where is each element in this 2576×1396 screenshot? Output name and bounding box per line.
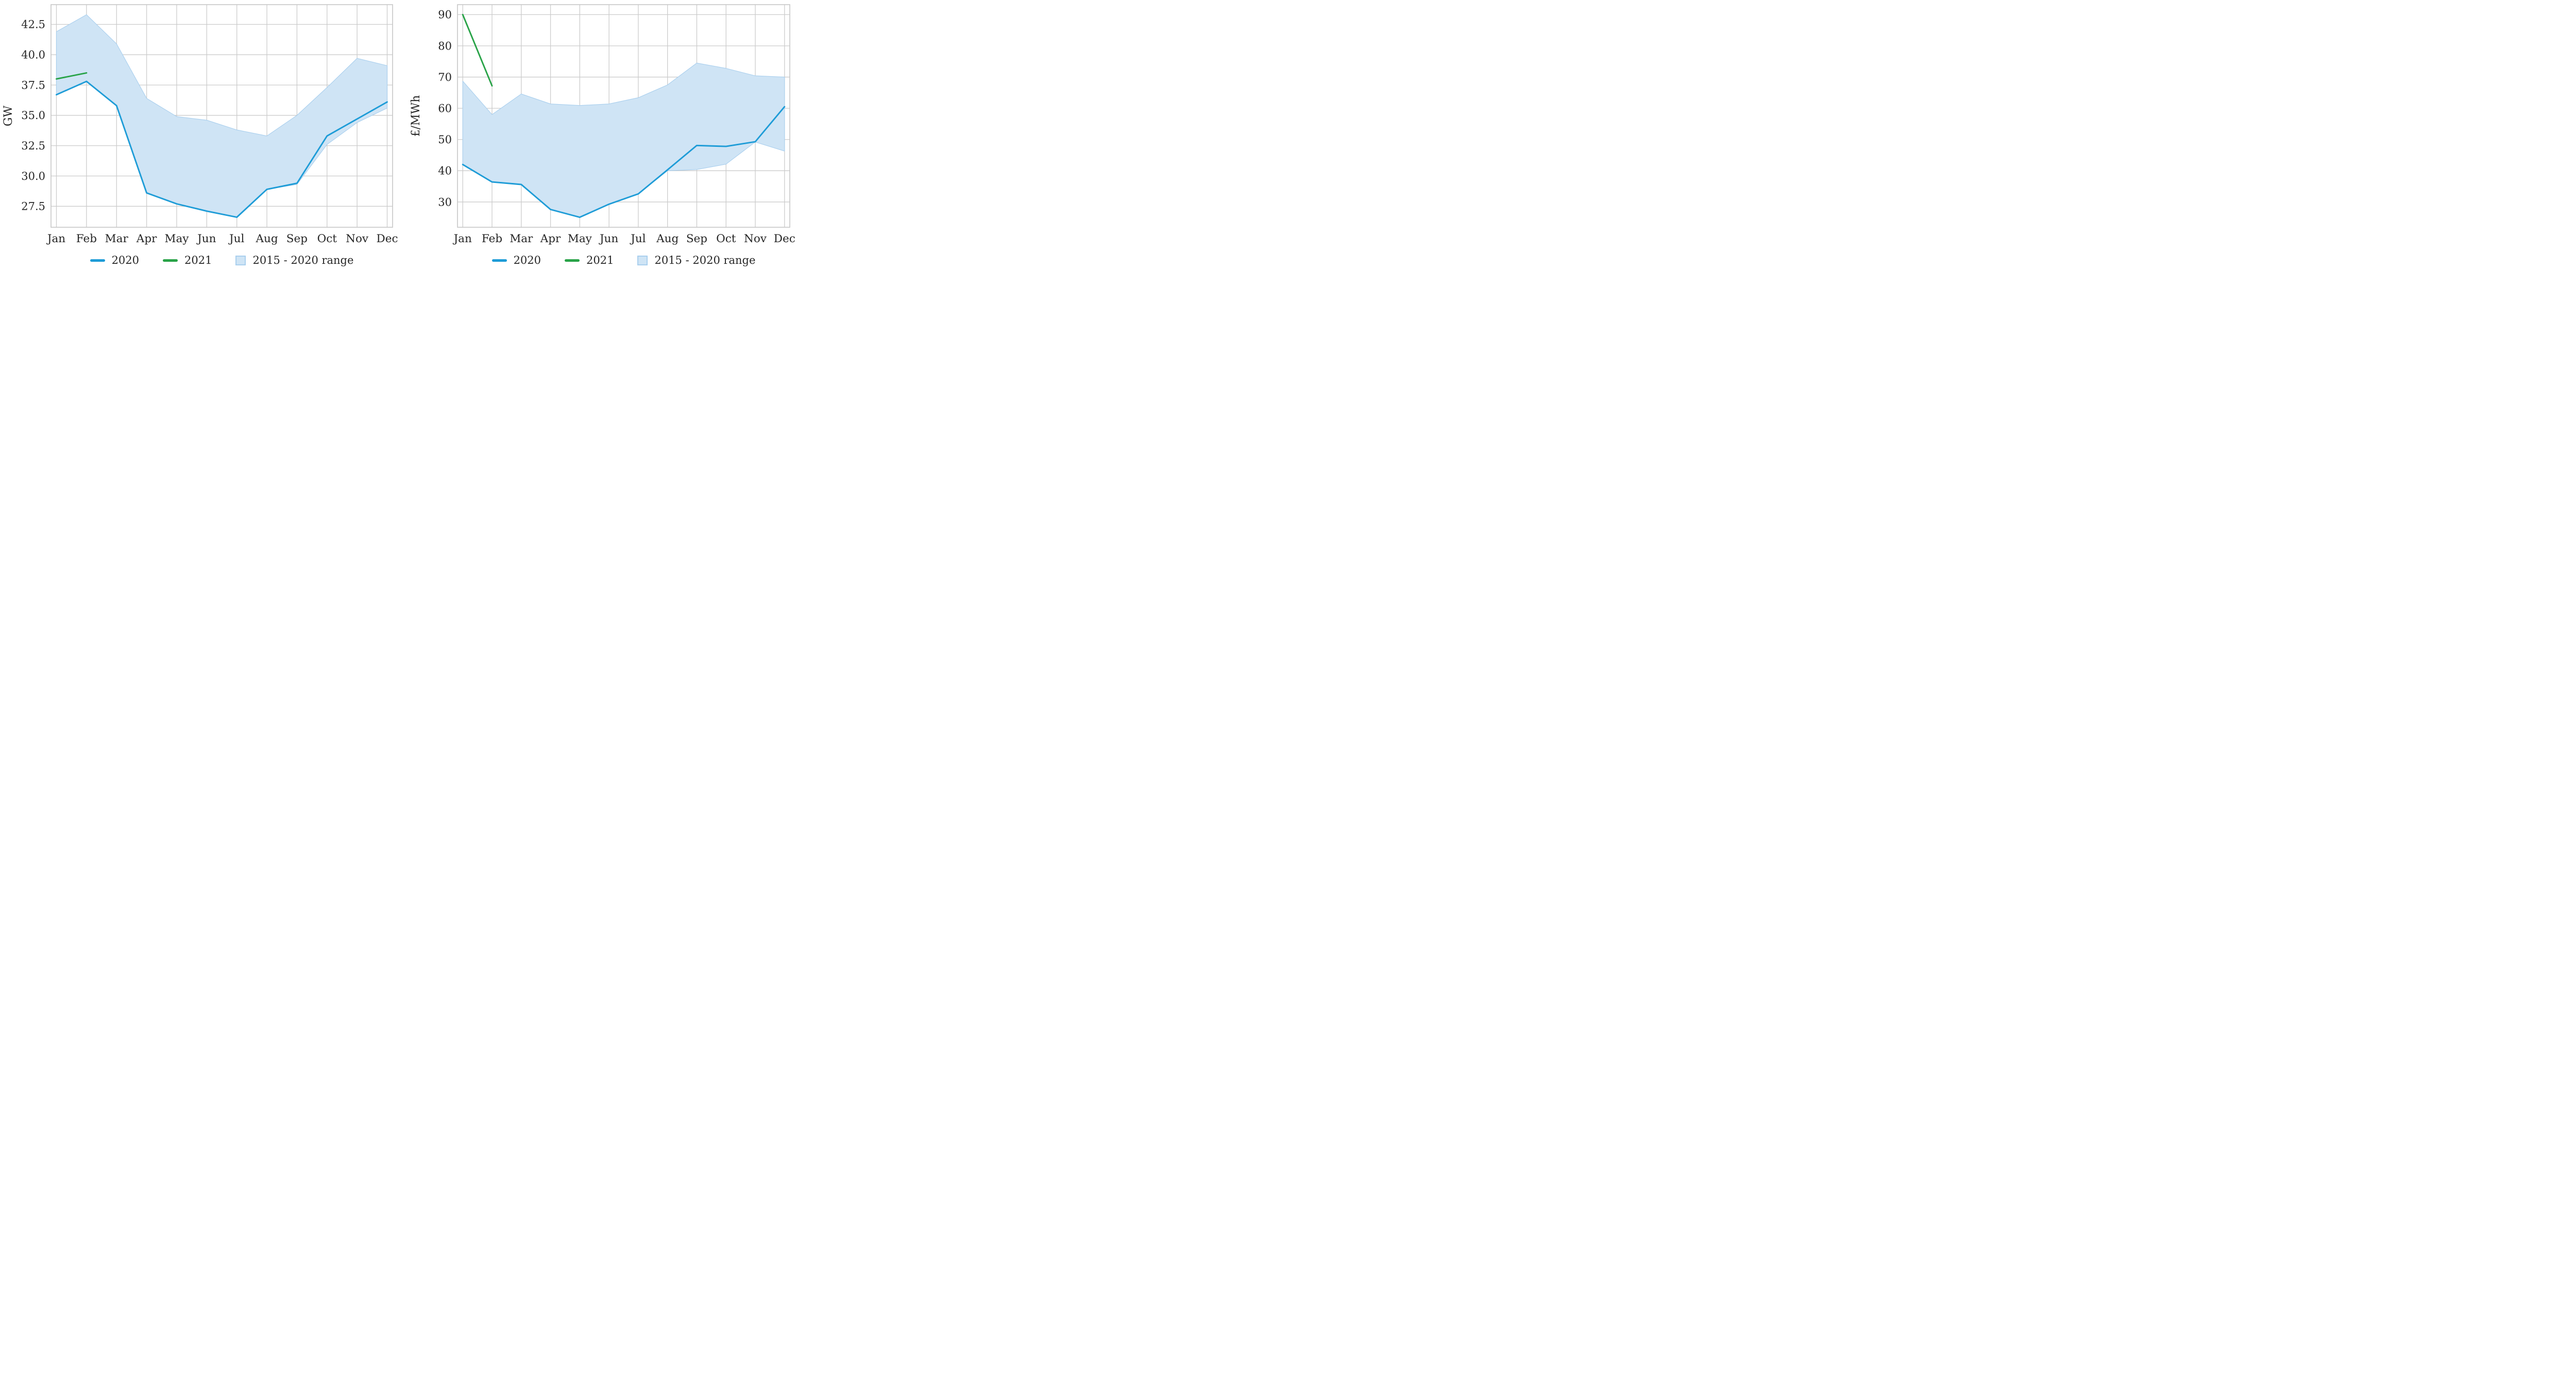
line-2021: [56, 72, 88, 80]
x-tick-label-mar: Mar: [510, 232, 533, 245]
y-tick-label-40.0: 40.0: [21, 49, 45, 61]
y-tick-label-40: 40: [438, 165, 452, 177]
legend-label: 2020: [513, 254, 541, 266]
x-tick-label-jun: Jun: [599, 232, 618, 245]
legend-item-2015---2020-range: 2015 - 2020 range: [235, 255, 353, 266]
x-tick-label-oct: Oct: [317, 232, 337, 245]
x-tick-label-may: May: [164, 232, 189, 245]
legend-item-2015---2020-range: 2015 - 2020 range: [637, 255, 755, 266]
x-tick-label-feb: Feb: [482, 232, 502, 245]
y-tick-label-70: 70: [438, 71, 452, 83]
range-band: [56, 14, 388, 218]
legend-demand: 2020 2021 2015 - 2020 range: [51, 251, 393, 269]
y-tick-label-30: 30: [438, 196, 452, 208]
plot-border: [457, 4, 790, 228]
legend-label: 2021: [184, 254, 212, 266]
x-tick-label-feb: Feb: [76, 232, 97, 245]
y-tick-label-32.5: 32.5: [21, 140, 45, 152]
line-2020: [462, 106, 786, 218]
legend-label: 2021: [586, 254, 614, 266]
chart-electricity-demand: 27.5 30.0 32.5 35.0 37.5 40.0 42.5 Jan Feb Mar Apr…: [0, 0, 401, 279]
figure: 27.5 30.0 32.5 35.0 37.5 40.0 42.5 Jan Feb Mar Apr…: [0, 0, 802, 279]
x-tick-label-sep: Sep: [686, 232, 707, 245]
x-tick-label-sep: Sep: [286, 232, 308, 245]
legend-item-2021: 2021: [163, 255, 212, 266]
y-tick-label-80: 80: [438, 40, 452, 52]
legend-label: 2015 - 2020 range: [654, 254, 756, 266]
x-tick-label-jun: Jun: [196, 232, 216, 245]
x-tick-label-nov: Nov: [744, 232, 767, 245]
chart-demand-canvas: 27.5 30.0 32.5 35.0 37.5 40.0 42.5 Jan Feb Mar Apr…: [2, 4, 398, 245]
y-tick-label-90: 90: [438, 9, 452, 21]
legend-label: 2015 - 2020 range: [252, 254, 354, 266]
x-tick-label-aug: Aug: [255, 232, 278, 245]
legend-price: 2020 2021 2015 - 2020 range: [457, 251, 790, 269]
plot-border: [50, 4, 393, 228]
line-swatch-icon: [163, 259, 178, 262]
y-tick-label-50: 50: [438, 133, 452, 146]
x-tick-label-oct: Oct: [716, 232, 736, 245]
x-tick-label-jan: Jan: [453, 232, 472, 245]
range-swatch-icon: [235, 255, 246, 265]
legend-item-2021: 2021: [565, 255, 614, 266]
y-tick-label-37.5: 37.5: [21, 79, 45, 91]
x-tick-label-aug: Aug: [656, 232, 679, 245]
legend-label: 2020: [111, 254, 140, 266]
line-swatch-icon: [565, 259, 580, 262]
y-tick-label-60: 60: [438, 103, 452, 115]
range-swatch-icon: [637, 255, 648, 265]
line-2021: [462, 13, 493, 87]
x-tick-label-jul: Jul: [630, 232, 646, 245]
y-tick-label-30.0: 30.0: [21, 170, 45, 182]
x-tick-label-jul: Jul: [228, 232, 244, 245]
line-swatch-icon: [90, 259, 105, 262]
x-tick-label-dec: Dec: [774, 232, 795, 245]
line-swatch-icon: [492, 259, 507, 262]
x-tick-label-nov: Nov: [346, 232, 369, 245]
y-axis-label: GW: [2, 106, 15, 127]
x-tick-label-may: May: [568, 232, 592, 245]
x-tick-label-jan: Jan: [46, 232, 65, 245]
x-tick-label-dec: Dec: [376, 232, 398, 245]
chart-electricity-price: 30 40 50 60 70 80 90 Jan Feb Mar Apr May Jun Jul Aug Se…: [401, 0, 802, 279]
chart-price-canvas: 30 40 50 60 70 80 90 Jan Feb Mar Apr May Jun Jul Aug Se…: [410, 4, 795, 245]
y-tick-label-27.5: 27.5: [21, 200, 45, 213]
y-axis-label: £/MWh: [410, 95, 422, 137]
legend-item-2020: 2020: [492, 255, 541, 266]
legend-item-2020: 2020: [90, 255, 139, 266]
y-tick-label-42.5: 42.5: [21, 19, 45, 31]
x-tick-label-apr: Apr: [136, 232, 157, 245]
range-band: [462, 62, 785, 218]
x-tick-label-mar: Mar: [105, 232, 129, 245]
x-tick-label-apr: Apr: [540, 232, 561, 245]
y-tick-label-35.0: 35.0: [21, 109, 45, 122]
line-2020: [56, 80, 388, 218]
